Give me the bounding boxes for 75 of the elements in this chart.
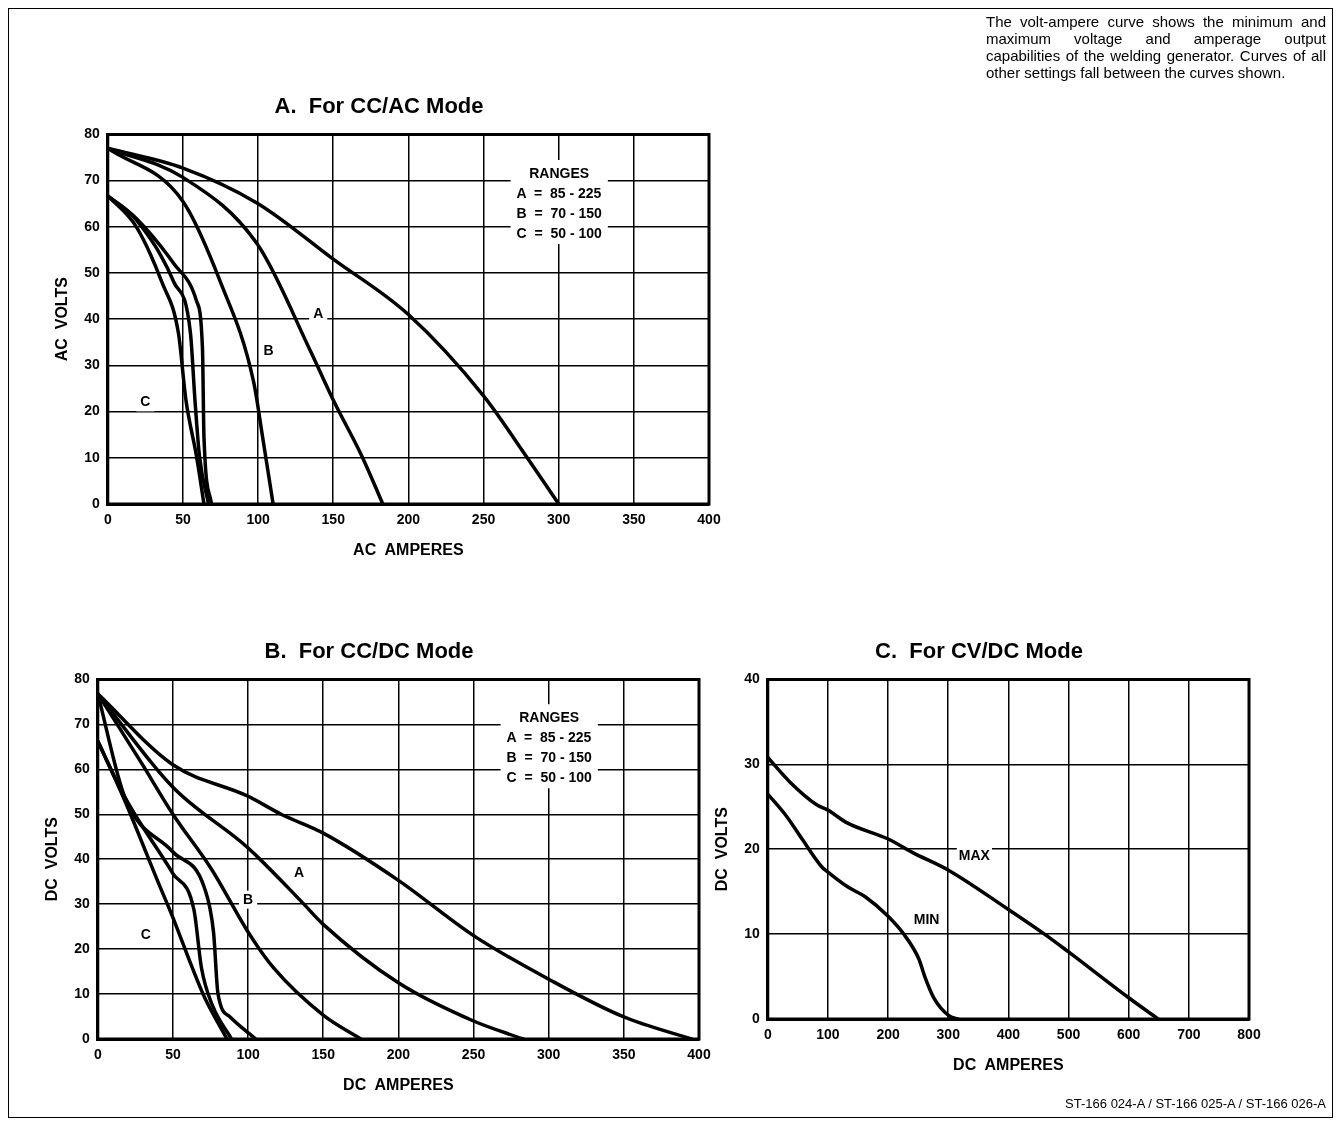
y-axis-title: DC VOLTS (713, 806, 731, 892)
x-tick-label: 0 (763, 1026, 772, 1043)
x-tick-label: 100 (816, 1026, 840, 1043)
y-tick-label: 70 (84, 171, 100, 188)
annotation: RANGES (529, 164, 590, 181)
text: The volt-ampere curve shows the minimum and maximum voltage and amperage output capabilities of the welding generator. Curves of all other settings fall between the curves shown. (986, 13, 1326, 81)
x-tick-label: 50 (165, 1046, 181, 1063)
y-tick-label: 30 (84, 356, 100, 373)
y-tick-label: 40 (84, 310, 100, 327)
x-tick-label: 400 (687, 1046, 711, 1063)
y-tick-label: 20 (84, 402, 100, 419)
x-tick-label: 400 (697, 511, 721, 528)
x-tick-label: 300 (936, 1026, 961, 1043)
x-tick-label: 300 (547, 511, 571, 528)
x-axis-title: DC AMPERES (343, 1075, 454, 1093)
y-tick-label: 40 (744, 670, 760, 687)
y-tick-label: 20 (74, 939, 90, 956)
x-tick-label: 200 (386, 1046, 411, 1063)
y-tick-label: 70 (74, 715, 90, 732)
y-tick-label: 50 (74, 805, 90, 822)
x-tick-label: 250 (461, 1046, 486, 1063)
x-tick-label: 100 (236, 1046, 260, 1063)
y-tick-label: 10 (744, 924, 760, 941)
text: ST-166 024-A / ST-166 025-A / ST-166 026-A (1065, 1096, 1326, 1111)
y-tick-label: 60 (74, 760, 90, 777)
x-tick-label: 150 (311, 1046, 336, 1063)
x-tick-label: 150 (321, 511, 346, 528)
y-tick-label: 30 (744, 755, 760, 772)
annotation: C (140, 926, 151, 943)
y-tick-label: 10 (74, 984, 90, 1001)
x-tick-label: 600 (1117, 1026, 1141, 1043)
x-tick-label: 400 (996, 1026, 1021, 1043)
y-tick-label: 60 (84, 217, 100, 234)
y-axis-title: AC VOLTS (53, 276, 71, 362)
x-tick-label: 300 (537, 1046, 561, 1063)
annotation: B = 70 - 150 (516, 204, 603, 221)
annotation: A = 85 - 225 (506, 729, 592, 746)
x-tick-label: 350 (612, 1046, 636, 1063)
x-tick-label: 50 (175, 511, 191, 528)
y-tick-label: 0 (751, 1009, 760, 1026)
y-tick-label: 0 (91, 494, 100, 511)
annotation: RANGES (519, 709, 580, 726)
series-label: MIN (913, 910, 940, 927)
annotation: A (294, 863, 305, 880)
y-tick-label: 40 (74, 850, 90, 867)
x-tick-label: 100 (246, 511, 270, 528)
x-tick-label: 0 (103, 511, 112, 528)
annotation: B = 70 - 150 (506, 749, 593, 766)
y-tick-label: 30 (74, 895, 90, 912)
x-tick-label: 200 (396, 511, 421, 528)
chart-title: A. For CC/AC Mode (274, 93, 484, 119)
y-tick-label: 50 (84, 263, 100, 280)
annotation: B (243, 890, 254, 907)
x-tick-label: 800 (1237, 1026, 1261, 1043)
chart-title: B. For CC/DC Mode (264, 638, 474, 664)
annotation: C = 50 - 100 (506, 769, 593, 786)
y-tick-label: 80 (84, 125, 100, 142)
annotation: A (313, 305, 324, 322)
y-axis-title: DC VOLTS (43, 816, 61, 902)
x-tick-label: 500 (1056, 1026, 1081, 1043)
y-tick-label: 10 (84, 448, 100, 465)
annotation: A = 85 - 225 (516, 184, 602, 201)
x-tick-label: 350 (622, 511, 646, 528)
x-tick-label: 700 (1177, 1026, 1201, 1043)
y-tick-label: 20 (744, 840, 760, 857)
x-tick-label: 200 (876, 1026, 900, 1043)
annotation: C (140, 393, 151, 410)
x-axis-title: AC AMPERES (353, 540, 464, 558)
y-tick-label: 80 (74, 670, 90, 687)
chart-title: C. For CV/DC Mode (875, 638, 1083, 664)
x-tick-label: 250 (471, 511, 496, 528)
annotation: B (263, 342, 274, 359)
annotation: C = 50 - 100 (516, 224, 603, 241)
series-label: MAX (958, 847, 991, 864)
x-axis-title: DC AMPERES (953, 1055, 1064, 1073)
